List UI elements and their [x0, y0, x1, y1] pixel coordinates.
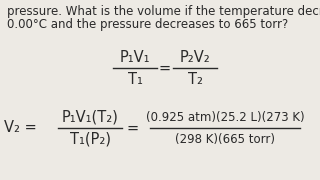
Text: (298 K)(665 torr): (298 K)(665 torr) — [175, 132, 275, 145]
Text: V₂ =: V₂ = — [4, 120, 37, 136]
Text: T₂: T₂ — [188, 71, 203, 87]
Text: P₁V₁: P₁V₁ — [120, 50, 150, 64]
Text: =: = — [159, 60, 171, 75]
Text: =: = — [127, 120, 139, 136]
Text: pressure. What is the volume if the temperature decreases to: pressure. What is the volume if the temp… — [7, 5, 320, 18]
Text: T₁(P₂): T₁(P₂) — [69, 132, 110, 147]
Text: P₁V₁(T₂): P₁V₁(T₂) — [61, 109, 118, 125]
Text: P₂V₂: P₂V₂ — [180, 50, 210, 64]
Text: 0.00°C and the pressure decreases to 665 torr?: 0.00°C and the pressure decreases to 665… — [7, 18, 288, 31]
Text: (0.925 atm)(25.2 L)(273 K): (0.925 atm)(25.2 L)(273 K) — [146, 111, 304, 123]
Text: T₁: T₁ — [128, 71, 142, 87]
